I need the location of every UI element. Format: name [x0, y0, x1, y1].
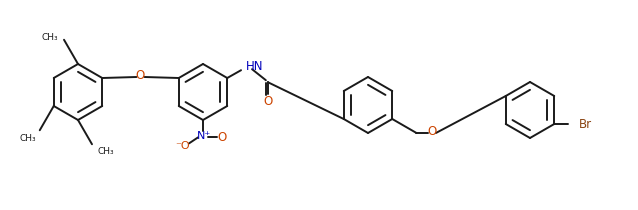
Text: N⁺: N⁺	[197, 131, 211, 141]
Text: O: O	[136, 69, 145, 82]
Text: O: O	[427, 125, 436, 138]
Text: ⁻O: ⁻O	[175, 141, 190, 151]
Text: CH₃: CH₃	[19, 134, 36, 143]
Text: Br: Br	[579, 118, 592, 130]
Text: CH₃: CH₃	[41, 33, 58, 42]
Text: O: O	[218, 131, 226, 144]
Text: O: O	[263, 95, 272, 108]
Text: HN: HN	[246, 60, 263, 73]
Text: CH₃: CH₃	[97, 147, 114, 156]
